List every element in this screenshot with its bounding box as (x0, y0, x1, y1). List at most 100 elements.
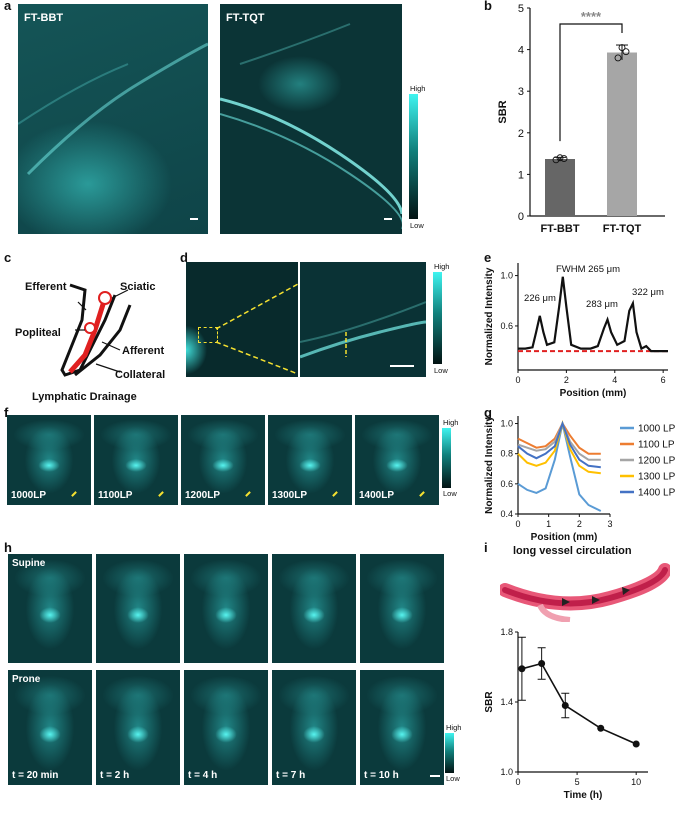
image-label: t = 4 h (188, 770, 218, 781)
y-tick-label: 4 (518, 45, 524, 57)
x-tick-label: 0 (515, 519, 520, 529)
roi-marker (71, 491, 77, 497)
label-efferent: Efferent (25, 281, 67, 293)
image-label: 1300LP (272, 490, 308, 501)
x-tick-label: 0 (515, 375, 520, 385)
data-point (561, 702, 569, 709)
y-tick-label: 0.6 (500, 321, 513, 331)
panel-letter-d: d (180, 250, 188, 265)
image-lymph-zoom (300, 262, 426, 377)
label-collateral: Collateral (115, 369, 165, 381)
image-1400lp: 1400LP (355, 415, 439, 505)
panel-letter-a: a (4, 0, 12, 13)
legend-label: 1100 LP (638, 440, 675, 451)
sciatic-node (98, 291, 112, 305)
image-supine-4 (272, 554, 356, 663)
lymphatic-diagram: Efferent Sciatic Popliteal Afferent Coll… (15, 281, 165, 403)
y-tick-label: 0 (518, 211, 524, 223)
data-point (597, 724, 605, 732)
data-point (556, 154, 564, 162)
image-label-ft-bbt: FT-BBT (24, 12, 64, 24)
sbr-time-line (521, 662, 637, 745)
x-tick-label: 5 (575, 777, 580, 787)
scale-bar (190, 218, 198, 220)
x-tick-label: FT-TQT (603, 223, 642, 235)
line-chart-lp-profiles: 0.4 0.6 0.8 1.0 0 1 2 3 Position (mm) Normalized … (484, 416, 676, 543)
row-label: Supine (12, 558, 46, 569)
prone-image-row: t = 20 min Prone t = 2 h t = 4 h t = 7 h t = … (8, 670, 444, 785)
data-point (560, 155, 568, 163)
y-tick-label: 0.4 (500, 509, 513, 519)
roi-marker (419, 491, 425, 497)
colorbar-low-label: Low (410, 221, 424, 230)
y-tick-label: 1.4 (500, 697, 513, 707)
x-tick-label: 3 (607, 519, 612, 529)
vessel-overlay (18, 42, 208, 176)
series-line-1400lp (517, 420, 601, 469)
roi-marker (245, 491, 251, 497)
panel-letter-e: e (484, 250, 492, 265)
image-label: 1100LP (98, 490, 133, 501)
image-supine-1: Supine (8, 554, 92, 663)
lymph-vessel-red (68, 297, 108, 374)
scale-bar (430, 775, 440, 777)
significance-stars: **** (581, 9, 602, 24)
image-1300lp: 1300LP (268, 415, 352, 505)
image-prone-1: t = 20 min Prone (8, 670, 92, 785)
image-ft-tqt: FT-TQT (220, 4, 402, 234)
bar-chart-sbr: 0 1 2 3 4 5 SBR FT-BBT FT-TQT **** (497, 3, 665, 235)
image-prone-3: t = 4 h (184, 670, 268, 785)
data-point (538, 660, 546, 667)
image-prone-4: t = 7 h (272, 670, 356, 785)
y-tick-label: 1.0 (500, 767, 513, 777)
vessel-illustration (500, 563, 670, 622)
data-point (618, 44, 626, 51)
scale-bar (384, 218, 392, 220)
intensity-profile-line (518, 276, 668, 353)
annotation-peak-1: 226 μm (524, 293, 556, 304)
bar-ft-tqt (607, 52, 637, 217)
image-ft-bbt: FT-BBT (18, 4, 208, 234)
colorbar (445, 733, 454, 773)
colorbar-high-label: High (443, 418, 459, 427)
y-axis-label: SBR (497, 100, 509, 123)
y-axis-label: SBR (484, 691, 495, 713)
x-tick-label: 6 (661, 375, 666, 385)
colorbar (433, 272, 442, 364)
image-label: t = 7 h (276, 770, 306, 781)
panel-letter-f: f (4, 405, 9, 420)
y-tick-label: 5 (518, 3, 524, 15)
x-tick-label: 4 (612, 375, 617, 385)
label-lymphatic-drainage: Lymphatic Drainage (32, 391, 137, 403)
panel-letter-g: g (484, 405, 492, 420)
image-supine-5 (360, 554, 444, 663)
legend-label: 1200 LP (638, 456, 676, 467)
x-tick-label: 2 (564, 375, 569, 385)
label-popliteal: Popliteal (15, 327, 61, 339)
image-prone-5: t = 10 h (360, 670, 444, 785)
image-label-ft-tqt: FT-TQT (226, 12, 265, 24)
y-tick-label: 1.0 (500, 419, 513, 429)
colorbar (442, 428, 451, 488)
series-line-1000lp (517, 423, 602, 512)
image-label: t = 2 h (100, 770, 130, 781)
colorbar-high-label: High (446, 723, 462, 732)
x-tick-label: 2 (577, 519, 582, 529)
popliteal-node (84, 322, 96, 334)
roi-marker (332, 491, 338, 497)
legend-label: 1000 LP (638, 424, 676, 435)
colorbar (409, 94, 418, 219)
data-point (552, 156, 560, 164)
line-chart-sbr-time: 1.0 1.4 1.8 0 5 10 Time (h) SBR (484, 627, 648, 801)
x-tick-label: 1 (546, 519, 551, 529)
line-chart-normalized-intensity: 0.6 1.0 0 2 4 6 Position (mm) Normalized Intens… (484, 263, 668, 399)
y-tick-label: 1.0 (500, 271, 513, 281)
y-tick-label: 0.8 (500, 449, 513, 459)
image-supine-3 (184, 554, 268, 663)
image-label: t = 20 min (12, 770, 59, 781)
roi-marker (158, 491, 164, 497)
annotation-peak-4: 322 μm (632, 287, 664, 298)
colorbar-low-label: Low (446, 774, 460, 783)
image-1200lp: 1200LP (181, 415, 265, 505)
image-label: 1000LP (11, 490, 47, 501)
